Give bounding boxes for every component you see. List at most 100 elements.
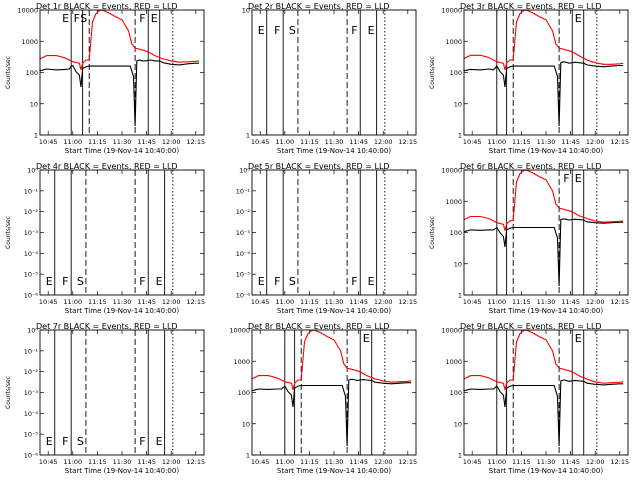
- x-tick-label: 11:45: [137, 298, 156, 306]
- x-tick-label: 12:15: [610, 458, 629, 466]
- x-tick-label: 11:00: [487, 458, 506, 466]
- x-tick-label: 11:45: [561, 298, 580, 306]
- x-tick-label: 12:15: [398, 458, 417, 466]
- y-axis-title: Counts/sec: [429, 216, 436, 249]
- panel-title: Det 5r BLACK = Events, RED = LLD: [248, 162, 390, 171]
- x-tick-label: 11:30: [537, 458, 556, 466]
- plot-frame: [251, 329, 417, 456]
- marker-label: E: [368, 24, 375, 37]
- x-tick-label: 11:15: [88, 298, 107, 306]
- y-tick-label: 100: [450, 389, 462, 397]
- x-tick-label: 11:15: [512, 298, 531, 306]
- y-tick-label: 100: [26, 69, 38, 77]
- x-tick-label: 10:45: [251, 458, 270, 466]
- y-tick-label: 10: [242, 7, 250, 15]
- marker-label: E: [156, 435, 163, 448]
- x-tick-label: 12:00: [586, 298, 605, 306]
- y-tick-label: 10⁻³: [24, 229, 39, 237]
- x-tick-label: 11:15: [300, 138, 319, 146]
- x-tick-label: 12:00: [586, 458, 605, 466]
- x-tick-label: 11:15: [88, 458, 107, 466]
- y-tick-label: 10⁻⁴: [24, 250, 39, 258]
- series-line-lld: [463, 329, 624, 391]
- marker-label: E: [258, 24, 265, 37]
- y-tick-label: 10⁻⁵: [24, 431, 39, 439]
- x-tick-label: 10:45: [463, 298, 482, 306]
- x-tick-label: 11:30: [325, 298, 344, 306]
- y-tick-label: 100: [450, 69, 462, 77]
- x-tick-label: 12:15: [398, 298, 417, 306]
- x-tick-label: 12:00: [374, 138, 393, 146]
- marker-label: F: [139, 275, 145, 288]
- y-tick-label: 10: [30, 100, 38, 108]
- x-tick-label: 11:30: [325, 138, 344, 146]
- x-tick-label: 11:00: [63, 138, 82, 146]
- panel-8: Det 8r BLACK = Events, RED = LLD 1 10 100 10…: [229, 322, 417, 475]
- panel-title: Det 9r BLACK = Events, RED = LLD: [460, 322, 602, 331]
- x-tick-label: 11:00: [63, 298, 82, 306]
- panel-7: Det 7r BLACK = Events, RED = LLD Counts/s…: [5, 322, 205, 475]
- x-tick-label: 12:00: [162, 458, 181, 466]
- y-tick-label: 10⁻⁶: [24, 292, 39, 300]
- x-tick-label: 11:00: [275, 298, 294, 306]
- marker-label: F: [139, 12, 145, 25]
- x-axis-title: Start Time (19-Nov-14 10:40:00): [65, 147, 179, 155]
- marker-label: E: [575, 172, 582, 185]
- y-tick-label: 1000: [445, 198, 462, 206]
- x-tick-label: 11:00: [275, 458, 294, 466]
- y-tick-label: 1: [458, 132, 462, 140]
- marker-label: F: [139, 435, 145, 448]
- y-tick-label: 10⁻²: [24, 208, 39, 216]
- y-tick-label: 10000: [441, 327, 462, 335]
- y-tick-label: 10: [454, 100, 462, 108]
- y-tick-label: 100: [450, 229, 462, 237]
- y-tick-label: 10⁻¹: [24, 187, 39, 195]
- marker-label: E: [363, 332, 370, 345]
- marker-label: S: [77, 435, 84, 448]
- x-tick-label: 12:00: [374, 298, 393, 306]
- x-tick-label: 11:45: [561, 458, 580, 466]
- y-tick-label: 10: [454, 260, 462, 268]
- x-tick-label: 11:30: [113, 458, 132, 466]
- panel-title: Det 8r BLACK = Events, RED = LLD: [248, 322, 390, 331]
- panel-5: Det 5r BLACK = Events, RED = LLD 10⁻⁶ 10⁻⁵…: [236, 162, 417, 315]
- series-line-lld: [251, 329, 412, 391]
- y-tick-label: 10⁻⁵: [24, 271, 39, 279]
- x-tick-label: 11:00: [487, 298, 506, 306]
- y-tick-label: 10000: [229, 327, 250, 335]
- series-line-lld: [463, 169, 624, 231]
- x-tick-label: 10:45: [39, 138, 58, 146]
- x-tick-label: 11:30: [537, 138, 556, 146]
- marker-label: S: [289, 24, 296, 37]
- x-tick-label: 12:15: [610, 138, 629, 146]
- x-tick-label: 11:45: [561, 138, 580, 146]
- x-tick-label: 10:45: [463, 138, 482, 146]
- marker-label: F: [563, 172, 569, 185]
- x-tick-label: 11:30: [113, 138, 132, 146]
- panel-1: Det 1r BLACK = Events, RED = LLD Counts/s…: [5, 2, 205, 155]
- x-tick-label: 12:00: [162, 138, 181, 146]
- x-axis-title: Start Time (19-Nov-14 10:40:00): [65, 307, 179, 315]
- x-tick-label: 12:00: [162, 298, 181, 306]
- y-tick-label: 10⁻²: [236, 208, 251, 216]
- marker-label: E: [575, 12, 582, 25]
- y-axis-title: Counts/sec: [5, 376, 12, 409]
- y-axis-title: Counts/sec: [429, 56, 436, 89]
- x-tick-label: 10:45: [251, 298, 270, 306]
- y-tick-label: 10⁻⁶: [236, 292, 251, 300]
- marker-label: F: [274, 24, 280, 37]
- y-tick-label: 10⁻⁴: [24, 410, 39, 418]
- panel-title: Det 2r BLACK = Events, RED = LLD: [248, 2, 390, 11]
- series-line-events: [463, 379, 624, 447]
- y-tick-label: 1000: [445, 358, 462, 366]
- x-tick-label: 11:45: [349, 138, 368, 146]
- y-tick-label: 1000: [445, 38, 462, 46]
- x-axis-title: Start Time (19-Nov-14 10:40:00): [277, 147, 391, 155]
- panel-title: Det 7r BLACK = Events, RED = LLD: [36, 322, 178, 331]
- marker-label: F: [62, 435, 68, 448]
- x-axis-title: Start Time (19-Nov-14 10:40:00): [277, 467, 391, 475]
- series-line-events: [463, 61, 624, 127]
- x-tick-label: 11:00: [275, 138, 294, 146]
- y-tick-label: 10⁻²: [24, 368, 39, 376]
